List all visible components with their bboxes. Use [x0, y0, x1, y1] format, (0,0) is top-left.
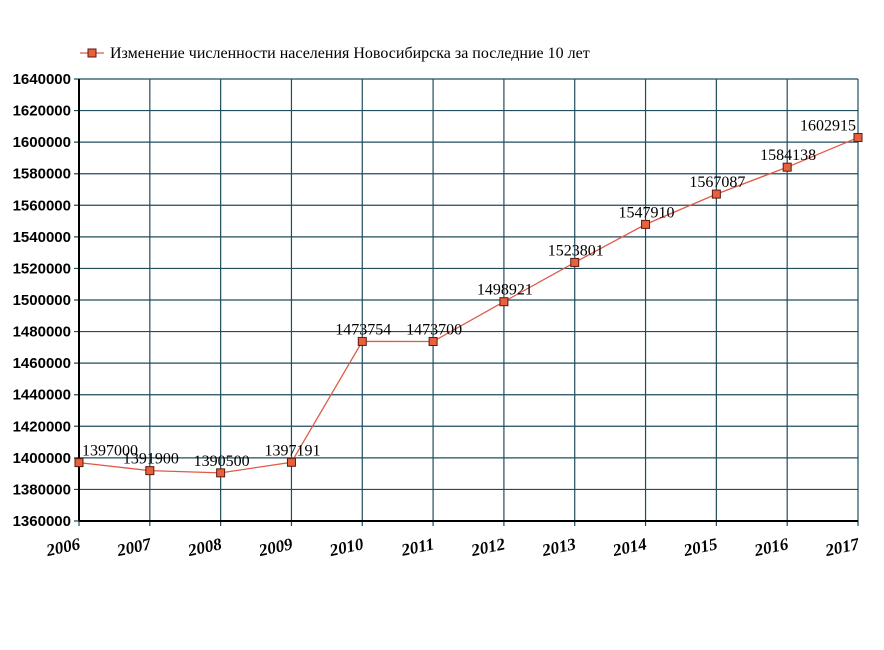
x-tick-label: 2016 — [752, 534, 791, 560]
data-label: 1567087 — [689, 174, 745, 191]
x-tick-label: 2006 — [44, 534, 83, 560]
data-label: 1584138 — [760, 147, 816, 164]
y-tick-label: 1640000 — [13, 71, 71, 88]
x-tick-label: 2008 — [185, 534, 224, 560]
x-tick-label: 2012 — [469, 534, 508, 560]
y-tick-label: 1560000 — [13, 197, 71, 214]
data-point-marker — [286, 457, 296, 467]
data-label: 1397191 — [264, 442, 320, 459]
data-label: 1602915 — [800, 118, 856, 135]
y-tick-label: 1540000 — [13, 229, 71, 246]
y-tick-label: 1360000 — [13, 513, 71, 530]
y-axis-ticks: 1360000 1380000 1400000 1420000 1440000 14600… — [13, 71, 71, 530]
data-point-marker — [145, 466, 155, 476]
legend-entry-label: Изменение численности населения Новосиби… — [110, 45, 590, 62]
x-axis-ticks: 2006 2007 2008 2009 2010 2011 2012 2013 2014 2015… — [44, 534, 863, 560]
y-tick-label: 1380000 — [13, 481, 71, 498]
y-tick-label: 1420000 — [13, 418, 71, 435]
data-point-marker — [74, 458, 84, 468]
legend-marker-swatch — [87, 48, 97, 58]
data-label: 1498921 — [477, 282, 533, 299]
data-point-marker — [641, 219, 651, 229]
x-tick-label: 2010 — [327, 534, 366, 560]
data-label: 1473754 — [335, 321, 391, 338]
data-point-marker — [499, 297, 509, 307]
x-tick-label: 2007 — [114, 534, 154, 560]
data-label: 1547910 — [619, 204, 675, 221]
y-tick-label: 1580000 — [13, 166, 71, 183]
y-tick-label: 1520000 — [13, 260, 71, 277]
x-tick-label: 2017 — [823, 534, 863, 560]
y-tick-label: 1460000 — [13, 355, 71, 372]
x-tick-label: 2015 — [681, 534, 720, 560]
data-point-marker — [428, 337, 438, 347]
data-label: 1523801 — [548, 242, 604, 259]
x-tick-label: 2014 — [610, 534, 648, 560]
data-point-marker — [782, 162, 792, 172]
grid — [74, 78, 859, 526]
series-line-group — [74, 133, 863, 478]
y-tick-label: 1480000 — [13, 324, 71, 341]
data-label: 1391900 — [123, 451, 179, 468]
data-point-marker — [711, 189, 721, 199]
data-label: 1397000 — [82, 443, 138, 460]
x-tick-label: 2009 — [256, 534, 295, 560]
data-point-marker — [853, 133, 863, 143]
data-point-marker — [570, 257, 580, 267]
y-tick-label: 1500000 — [13, 292, 71, 309]
x-tick-label: 2013 — [539, 534, 578, 560]
data-label: 1473700 — [406, 322, 462, 339]
data-point-marker — [216, 468, 226, 478]
series-line — [78, 136, 859, 474]
data-point-marker — [357, 336, 367, 346]
y-tick-label: 1620000 — [13, 103, 71, 120]
x-tick-label: 2011 — [399, 534, 436, 560]
legend: Изменение численности населения Новосиби… — [80, 45, 590, 62]
data-label: 1390500 — [194, 453, 250, 470]
y-tick-label: 1440000 — [13, 387, 71, 404]
y-tick-label: 1400000 — [13, 450, 71, 467]
y-tick-label: 1600000 — [13, 134, 71, 151]
